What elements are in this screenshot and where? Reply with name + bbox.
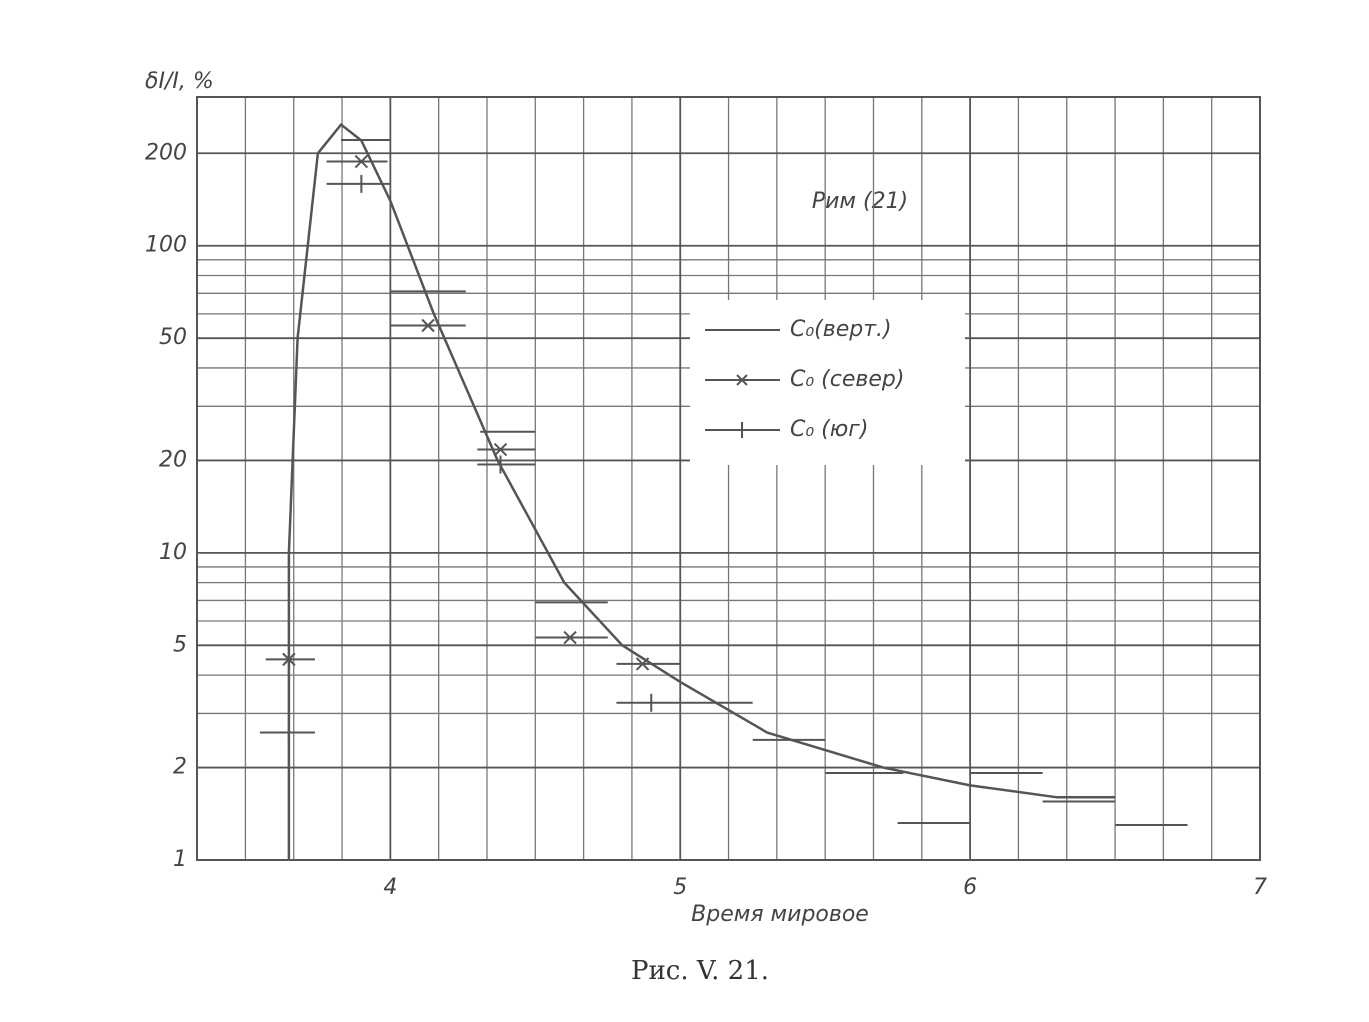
x-tick-label: 4 — [383, 875, 397, 900]
y-tick-label: 200 — [145, 140, 187, 165]
y-tick-label: 1 — [173, 847, 187, 872]
y-tick-label: 5 — [173, 632, 187, 657]
y-axis-label: δI/I, % — [145, 69, 214, 94]
legend-label: C₀(верт.) — [790, 317, 892, 342]
legend-label: C₀ (юг) — [790, 417, 868, 442]
plot-frame — [196, 96, 1261, 861]
y-tick-label: 2 — [173, 755, 187, 780]
x-tick-label: 6 — [963, 875, 977, 900]
y-tick-label: 10 — [159, 540, 187, 565]
curve — [287, 122, 1116, 860]
y-tick-label: 20 — [159, 447, 187, 472]
marker — [635, 657, 650, 671]
y-tick-label: 100 — [145, 233, 187, 258]
marker — [563, 630, 577, 645]
legend-marker — [736, 374, 748, 386]
x-tick-label: 7 — [1253, 875, 1267, 900]
marker — [354, 154, 369, 169]
annotation: Рим (21) — [812, 189, 908, 214]
caption: Рис. V. 21. — [631, 956, 769, 986]
marker — [493, 442, 508, 457]
marker — [421, 318, 435, 333]
x-axis-label: Время мировое — [691, 902, 869, 927]
marker — [282, 652, 296, 667]
legend-label: C₀ (север) — [790, 367, 904, 392]
legend-box — [690, 300, 965, 465]
y-tick-label: 50 — [159, 325, 187, 350]
x-tick-label: 5 — [673, 875, 687, 900]
